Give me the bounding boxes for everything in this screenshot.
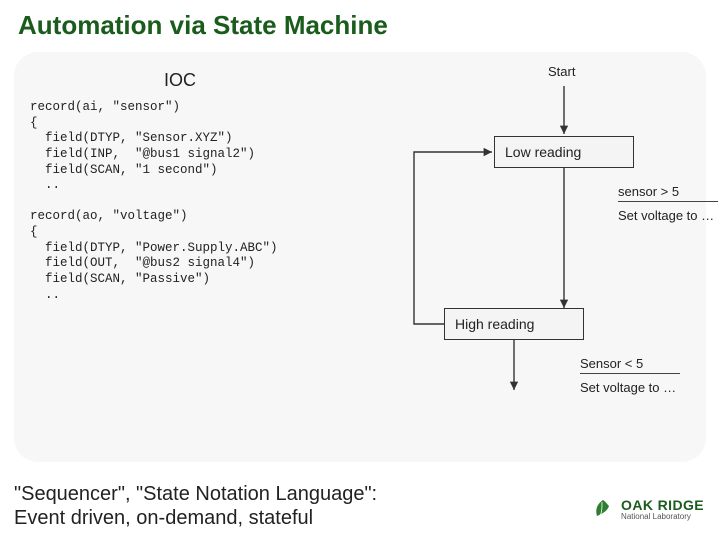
page-title: Automation via State Machine xyxy=(0,0,720,47)
code-block: record(ai, "sensor") { field(DTYP, "Sens… xyxy=(30,100,278,303)
transition-action: Set voltage to … xyxy=(618,208,718,223)
transition-action: Set voltage to … xyxy=(580,380,680,395)
logo-sub: National Laboratory xyxy=(621,513,704,521)
logo-text: OAK RIDGE National Laboratory xyxy=(621,498,704,521)
ornl-logo: OAK RIDGE National Laboratory xyxy=(591,498,704,522)
divider xyxy=(580,373,680,374)
footer-line-1: "Sequencer", "State Notation Language": xyxy=(14,482,377,506)
state-label: Low reading xyxy=(505,144,581,160)
state-low-reading: Low reading xyxy=(494,136,634,168)
transition-1: sensor > 5 Set voltage to … xyxy=(618,184,718,223)
main-panel: IOC record(ai, "sensor") { field(DTYP, "… xyxy=(14,52,706,462)
footer-line-2: Event driven, on-demand, stateful xyxy=(14,506,377,530)
logo-name: OAK RIDGE xyxy=(621,498,704,513)
leaf-icon xyxy=(591,498,615,522)
footer-text: "Sequencer", "State Notation Language": … xyxy=(14,482,377,530)
state-high-reading: High reading xyxy=(444,308,584,340)
transition-2: Sensor < 5 Set voltage to … xyxy=(580,356,680,395)
state-label: High reading xyxy=(455,316,534,332)
divider xyxy=(618,201,718,202)
start-label: Start xyxy=(548,64,575,79)
diagram-arrows xyxy=(374,54,704,460)
transition-cond: Sensor < 5 xyxy=(580,356,680,371)
ioc-label: IOC xyxy=(164,70,196,91)
state-diagram: Start Low reading sensor > 5 Set voltage… xyxy=(374,54,704,460)
transition-cond: sensor > 5 xyxy=(618,184,718,199)
